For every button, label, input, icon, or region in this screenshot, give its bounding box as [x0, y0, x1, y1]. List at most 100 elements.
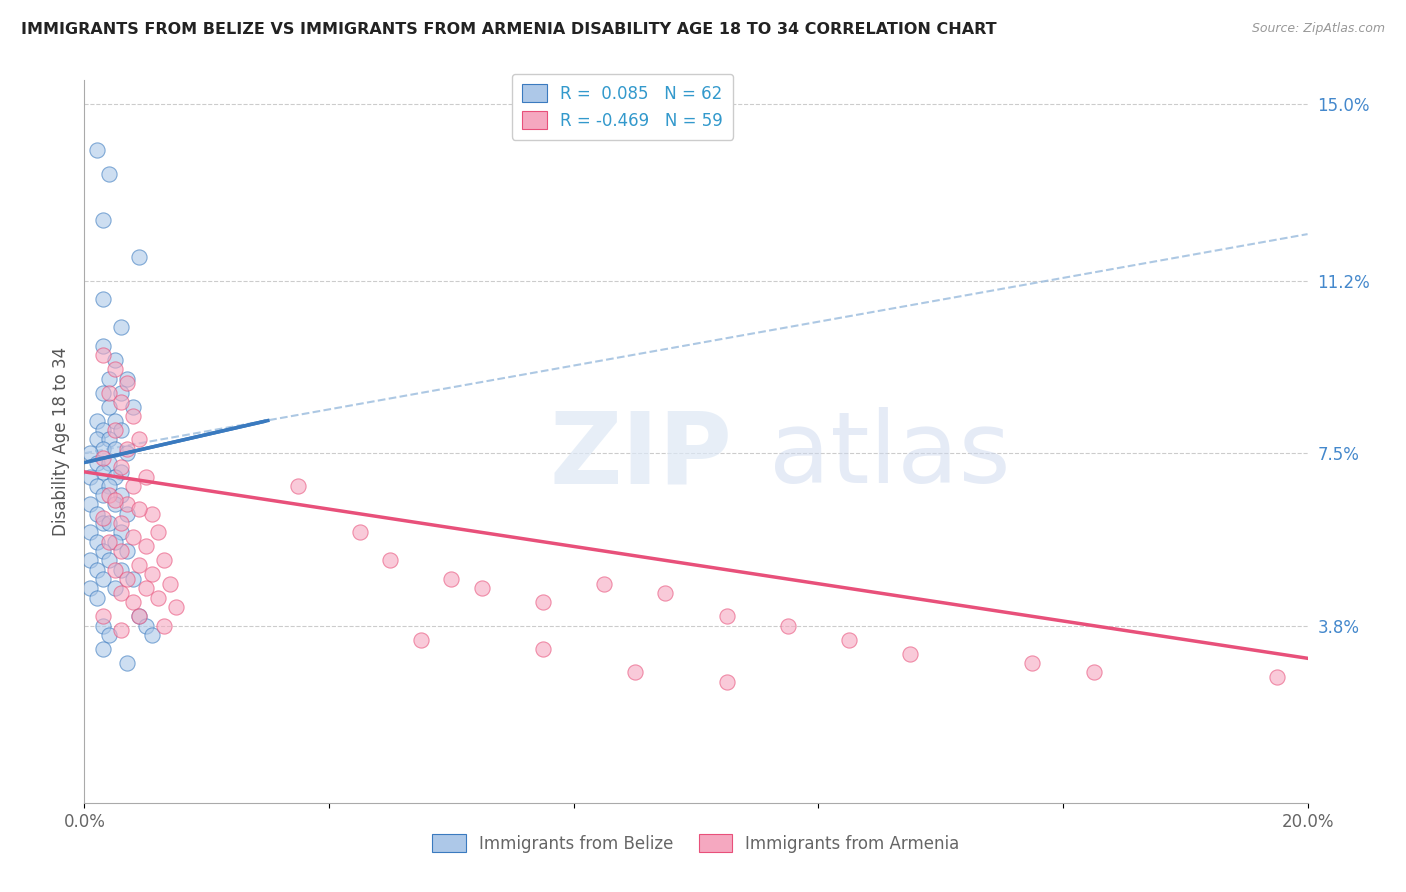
Legend: Immigrants from Belize, Immigrants from Armenia: Immigrants from Belize, Immigrants from … [426, 828, 966, 860]
Point [122, 530, 145, 544]
Point [115, 656, 138, 670]
Point [115, 446, 138, 460]
Point [115, 544, 138, 558]
Point [91, 293, 114, 307]
Point [128, 609, 150, 624]
Point [86, 591, 108, 605]
Point [97, 534, 120, 549]
Point [79, 498, 101, 512]
Point [91, 465, 114, 479]
Point [128, 558, 150, 572]
Point [122, 400, 145, 414]
Point [115, 572, 138, 586]
Point [97, 488, 120, 502]
Point [122, 572, 145, 586]
Point [86, 479, 108, 493]
Point [110, 460, 132, 475]
Point [349, 525, 371, 540]
Point [97, 628, 120, 642]
Point [409, 632, 432, 647]
Point [91, 450, 114, 465]
Point [159, 576, 181, 591]
Point [135, 582, 157, 596]
Point [115, 507, 138, 521]
Point [898, 647, 921, 661]
Point [97, 385, 120, 400]
Point [146, 591, 169, 605]
Point [97, 432, 120, 446]
Point [91, 572, 114, 586]
Point [115, 376, 138, 391]
Point [91, 339, 114, 353]
Point [1265, 670, 1288, 684]
Point [122, 595, 145, 609]
Point [104, 492, 127, 507]
Text: IMMIGRANTS FROM BELIZE VS IMMIGRANTS FROM ARMENIA DISABILITY AGE 18 TO 34 CORREL: IMMIGRANTS FROM BELIZE VS IMMIGRANTS FRO… [21, 22, 997, 37]
Point [104, 353, 127, 368]
Point [593, 576, 616, 591]
Point [104, 563, 127, 577]
Point [91, 442, 114, 456]
Point [141, 567, 163, 582]
Text: Source: ZipAtlas.com: Source: ZipAtlas.com [1251, 22, 1385, 36]
Point [97, 479, 120, 493]
Y-axis label: Disability Age 18 to 34: Disability Age 18 to 34 [52, 347, 70, 536]
Point [380, 553, 402, 567]
Point [135, 540, 157, 554]
Point [79, 553, 101, 567]
Point [91, 348, 114, 362]
Point [97, 553, 120, 567]
Point [838, 632, 860, 647]
Point [104, 423, 127, 437]
Point [91, 544, 114, 558]
Point [776, 618, 799, 632]
Point [86, 413, 108, 427]
Point [79, 469, 101, 483]
Point [716, 674, 738, 689]
Point [110, 320, 132, 334]
Point [128, 432, 150, 446]
Point [110, 544, 132, 558]
Point [91, 642, 114, 657]
Point [91, 213, 114, 227]
Point [104, 442, 127, 456]
Point [146, 525, 169, 540]
Point [110, 385, 132, 400]
Point [91, 618, 114, 632]
Point [110, 624, 132, 638]
Point [97, 516, 120, 530]
Point [97, 456, 120, 470]
Point [110, 423, 132, 437]
Point [115, 498, 138, 512]
Point [104, 498, 127, 512]
Point [86, 534, 108, 549]
Text: atlas: atlas [769, 408, 1011, 505]
Point [135, 618, 157, 632]
Point [135, 469, 157, 483]
Point [79, 582, 101, 596]
Point [110, 488, 132, 502]
Point [654, 586, 676, 600]
Point [97, 400, 120, 414]
Point [91, 511, 114, 525]
Point [115, 371, 138, 385]
Point [287, 479, 309, 493]
Point [104, 582, 127, 596]
Point [531, 642, 554, 657]
Point [716, 609, 738, 624]
Point [141, 507, 163, 521]
Point [153, 553, 176, 567]
Point [86, 432, 108, 446]
Point [115, 442, 138, 456]
Point [91, 488, 114, 502]
Point [79, 525, 101, 540]
Point [110, 563, 132, 577]
Point [141, 628, 163, 642]
Point [91, 609, 114, 624]
Point [91, 385, 114, 400]
Point [86, 456, 108, 470]
Point [1083, 665, 1105, 680]
Point [86, 143, 108, 157]
Point [97, 371, 120, 385]
Point [91, 423, 114, 437]
